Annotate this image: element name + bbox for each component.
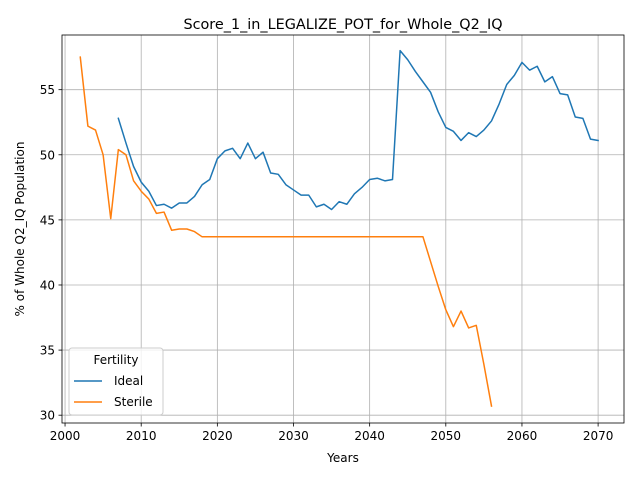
x-tick-label: 2000	[50, 429, 81, 443]
y-tick-label: 45	[40, 213, 55, 227]
x-tick-label: 2060	[507, 429, 538, 443]
series-line-ideal	[117, 49, 599, 211]
series-lines	[79, 49, 599, 407]
legend-box	[68, 347, 164, 416]
y-axis-label: % of Whole Q2_IQ Population	[13, 142, 27, 317]
x-axis-label: Years	[326, 451, 359, 465]
series-line-sterile	[79, 56, 493, 407]
y-tick-label: 30	[40, 409, 55, 423]
legend: Fertility Ideal Sterile	[68, 347, 164, 416]
y-tick-label: 35	[40, 344, 55, 358]
x-tick-label: 2010	[126, 429, 157, 443]
legend-label-sterile: Sterile	[114, 395, 153, 409]
legend-title: Fertility	[93, 353, 138, 367]
axis-ticks: 2000 2010 2020 2030 2040 2050 2060 2070 30 35 40 45…	[40, 83, 614, 443]
y-tick-label: 50	[40, 148, 55, 162]
x-tick-label: 2070	[583, 429, 614, 443]
y-tick-label: 40	[40, 278, 55, 292]
y-tick-label: 55	[40, 83, 55, 97]
x-tick-label: 2050	[431, 429, 462, 443]
x-tick-label: 2030	[278, 429, 309, 443]
legend-label-ideal: Ideal	[114, 374, 143, 388]
plot-frame	[61, 34, 625, 424]
x-tick-label: 2040	[354, 429, 385, 443]
x-tick-label: 2020	[202, 429, 233, 443]
chart-title: Score_1_in_LEGALIZE_POT_for_Whole_Q2_IQ	[183, 17, 502, 33]
